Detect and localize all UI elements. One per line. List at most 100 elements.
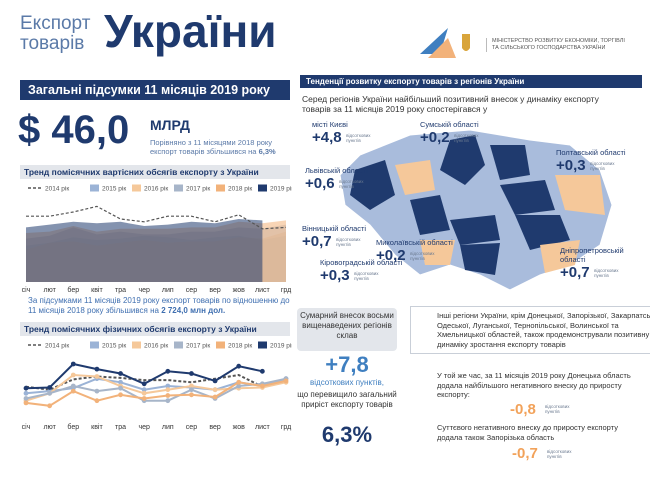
region-name: Кіровоградській області [320,258,403,267]
title-word: товарів [20,33,85,54]
region-name: Дніпропетровській області [560,246,624,264]
region-name: місті Києві [312,120,348,129]
total-text: що перевищило загальний приріст експорту… [297,390,397,409]
x-tick-label: чер [138,287,150,294]
region-unit: відсоткових пунктів [336,236,361,247]
x-tick-label: жов [233,424,246,431]
region-value: +4,8 [312,129,342,146]
summary-footer: За підсумками 11 місяців 2019 року експо… [28,296,290,316]
region-value: +0,3 [320,267,350,284]
legend-swatch [216,341,225,349]
ministry: МІНІСТЕРСТВО РОЗВИТКУ ЕКОНОМІКИ, ТОРГІВЛ… [486,38,632,52]
region-value: +0,7 [302,233,332,250]
point [70,361,76,367]
legend-swatch [216,184,225,192]
note-text: Порівняно з 11 місяцями 2018 року експор… [150,138,273,156]
total-value: +7,8 [325,352,369,377]
x-tick-label: квіт [91,423,103,431]
regions-intro: Серед регіонів України найбільший позити… [302,94,599,114]
legend-label: 2019 рік [270,342,292,350]
x-tick-label: грд [281,287,291,294]
point [141,390,147,396]
region-shape [460,243,500,275]
point [259,383,265,389]
x-tick-label: тра [115,424,126,431]
map [339,129,613,291]
area [26,219,263,282]
negative-text: Суттєвого негативного внеску до приросту… [437,423,618,442]
others-box: Інші регіони України, крім Донецької, За… [410,306,650,354]
region-name: Сумській області [420,120,479,129]
point [23,396,29,401]
region-name: Миколаївській області [376,238,453,247]
point [165,383,171,389]
logo-shape [428,38,456,58]
point [94,388,100,394]
title-small: Експорт товарів [20,14,90,54]
x-tick-label: лист [255,287,270,294]
region-shape [350,160,395,210]
x-tick-label: тра [115,287,126,294]
amount-unit: МЛРД [150,117,190,133]
x-tick-label: сер [186,424,197,431]
region-shape [450,215,500,245]
legend-swatch [174,341,183,349]
total-unit: відсоткових пунктів, [310,378,384,387]
point [47,390,53,396]
point [70,372,76,378]
chart: 2014 рік 2015 рік 2016 рік 2017 рік 2018 рік… [22,341,292,431]
x-tick-label: лют [43,287,56,294]
region-label: Сумській області +0,2 відсоткових пунктів [420,120,488,147]
point [23,385,29,391]
legend-label: 2015 рік [102,342,126,350]
x-tick-label: лип [162,424,174,431]
region-shape [440,135,485,185]
point [189,371,194,376]
region-unit: відсоткових пунктів [590,160,615,171]
legend-swatch [132,341,141,349]
summary-note: Порівняно з 11 місяцями 2018 року експор… [150,138,280,156]
region-unit: відсоткових пунктів [454,132,479,143]
legend-label: 2018 рік [228,342,252,350]
legend-swatch [174,184,183,192]
region-name: Вінницькій області [302,224,367,233]
region-unit: відсоткових пунктів [594,267,619,278]
negative-value: -0,7 [512,445,538,462]
region-shape [420,240,455,265]
region-unit: відсоткових пунктів [354,270,379,281]
region-value: +0,3 [556,157,586,174]
legend-label: 2017 рік [186,185,210,193]
legend-label: 2014 рік [45,185,69,193]
point [259,368,265,374]
region-shape [490,145,530,180]
line [25,373,287,391]
negative-text: У той же час, за 11 місяців 2019 року До… [437,371,631,399]
point [165,393,171,398]
chart: 2014 рік 2015 рік 2016 рік 2017 рік 2018 рік… [22,184,292,294]
x-tick-label: лип [162,287,174,294]
line [25,373,287,402]
point [236,363,242,369]
negative-value: -0,8 [510,401,536,418]
legend-swatch [90,341,99,349]
region-shape [540,240,580,273]
point [165,387,171,393]
x-tick-label: січ [22,423,31,431]
point [94,366,100,372]
point [118,379,123,385]
region-value: +0,6 [305,175,335,192]
region-label: Кіровоградській області +0,3 відсоткових … [320,258,402,285]
point [141,396,147,401]
region-name: Полтавській області [556,148,626,157]
region-label: Дніпропетровській області +0,7 відсоткови… [560,246,650,282]
point [212,394,218,400]
region-label: Вінницькій області +0,7 відсоткових пункт… [302,224,370,251]
point [236,383,242,389]
point [236,379,242,385]
x-tick-label: квіт [91,286,103,294]
legend-swatch [132,184,141,192]
summary-heading: Загальні підсумки 11 місяців 2019 року [20,80,290,100]
point [94,398,100,404]
point [70,383,76,389]
